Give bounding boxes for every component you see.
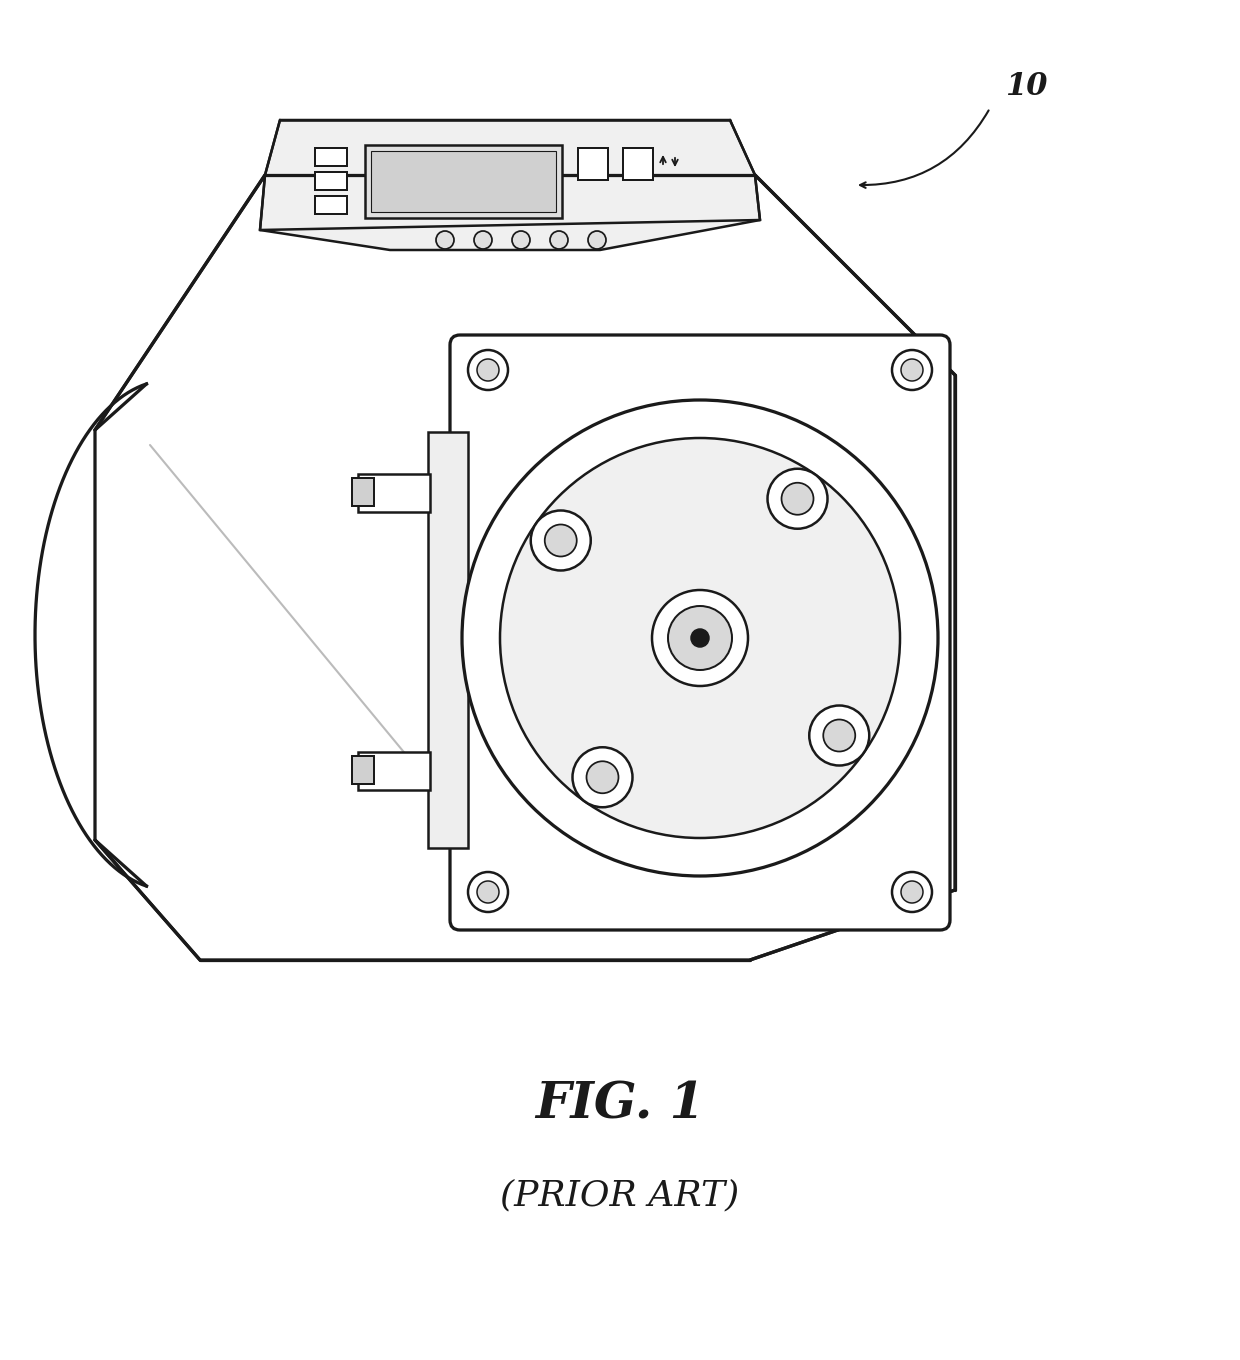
Circle shape (474, 231, 492, 249)
Circle shape (668, 607, 732, 670)
Bar (315, 196, 347, 214)
Circle shape (901, 881, 923, 903)
Circle shape (467, 350, 508, 390)
Bar (365, 146, 562, 218)
Bar (352, 756, 374, 783)
Bar (371, 151, 556, 212)
Circle shape (477, 359, 498, 381)
Circle shape (551, 231, 568, 249)
Circle shape (544, 525, 577, 556)
Text: FIG. 1: FIG. 1 (536, 1080, 704, 1130)
Bar (622, 148, 653, 180)
Circle shape (781, 483, 813, 514)
Circle shape (892, 350, 932, 390)
Bar (315, 171, 347, 190)
Circle shape (588, 231, 606, 249)
Circle shape (531, 510, 590, 570)
Circle shape (477, 881, 498, 903)
Bar (315, 148, 347, 166)
Circle shape (823, 719, 856, 752)
Circle shape (512, 231, 529, 249)
Bar (358, 475, 430, 511)
Circle shape (901, 359, 923, 381)
Circle shape (768, 469, 827, 529)
Circle shape (691, 628, 709, 647)
Polygon shape (95, 175, 955, 960)
Bar (358, 752, 430, 790)
Circle shape (573, 747, 632, 808)
Circle shape (587, 762, 619, 793)
Bar (352, 477, 374, 506)
Circle shape (892, 872, 932, 913)
Text: 10: 10 (1004, 71, 1048, 102)
Polygon shape (428, 432, 467, 849)
Circle shape (467, 872, 508, 913)
Bar (578, 148, 608, 180)
Polygon shape (260, 120, 760, 250)
Circle shape (500, 438, 900, 838)
Circle shape (810, 706, 869, 766)
Circle shape (436, 231, 454, 249)
Text: (PRIOR ART): (PRIOR ART) (501, 1178, 739, 1212)
FancyBboxPatch shape (450, 335, 950, 930)
Circle shape (463, 400, 937, 876)
Circle shape (652, 590, 748, 685)
